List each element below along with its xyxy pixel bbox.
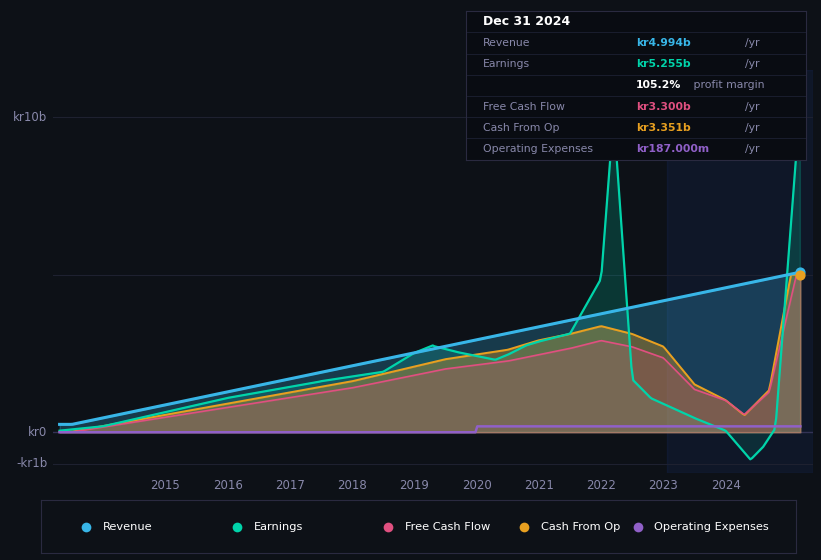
Text: -kr1b: -kr1b xyxy=(16,458,48,470)
Text: kr10b: kr10b xyxy=(13,111,48,124)
Text: /yr: /yr xyxy=(745,101,759,111)
Text: Free Cash Flow: Free Cash Flow xyxy=(483,101,564,111)
Text: Earnings: Earnings xyxy=(483,59,530,69)
Text: /yr: /yr xyxy=(745,59,759,69)
Text: Cash From Op: Cash From Op xyxy=(541,522,621,531)
Text: Revenue: Revenue xyxy=(483,38,530,48)
Text: 105.2%: 105.2% xyxy=(635,81,681,90)
Text: Free Cash Flow: Free Cash Flow xyxy=(405,522,490,531)
Text: /yr: /yr xyxy=(745,38,759,48)
Text: kr3.300b: kr3.300b xyxy=(635,101,690,111)
Text: kr187.000m: kr187.000m xyxy=(635,144,709,154)
Text: Cash From Op: Cash From Op xyxy=(483,123,559,133)
Text: kr5.255b: kr5.255b xyxy=(635,59,690,69)
Text: Earnings: Earnings xyxy=(254,522,304,531)
Bar xyxy=(667,70,813,473)
Text: /yr: /yr xyxy=(745,123,759,133)
Point xyxy=(794,268,807,277)
Text: Operating Expenses: Operating Expenses xyxy=(483,144,593,154)
Text: kr0: kr0 xyxy=(28,426,48,438)
Text: kr4.994b: kr4.994b xyxy=(635,38,690,48)
Text: Revenue: Revenue xyxy=(103,522,153,531)
Point xyxy=(794,270,807,279)
Text: kr3.351b: kr3.351b xyxy=(635,123,690,133)
Text: profit margin: profit margin xyxy=(690,81,765,90)
Text: Operating Expenses: Operating Expenses xyxy=(654,522,769,531)
Text: /yr: /yr xyxy=(745,144,759,154)
Text: Dec 31 2024: Dec 31 2024 xyxy=(483,15,570,29)
